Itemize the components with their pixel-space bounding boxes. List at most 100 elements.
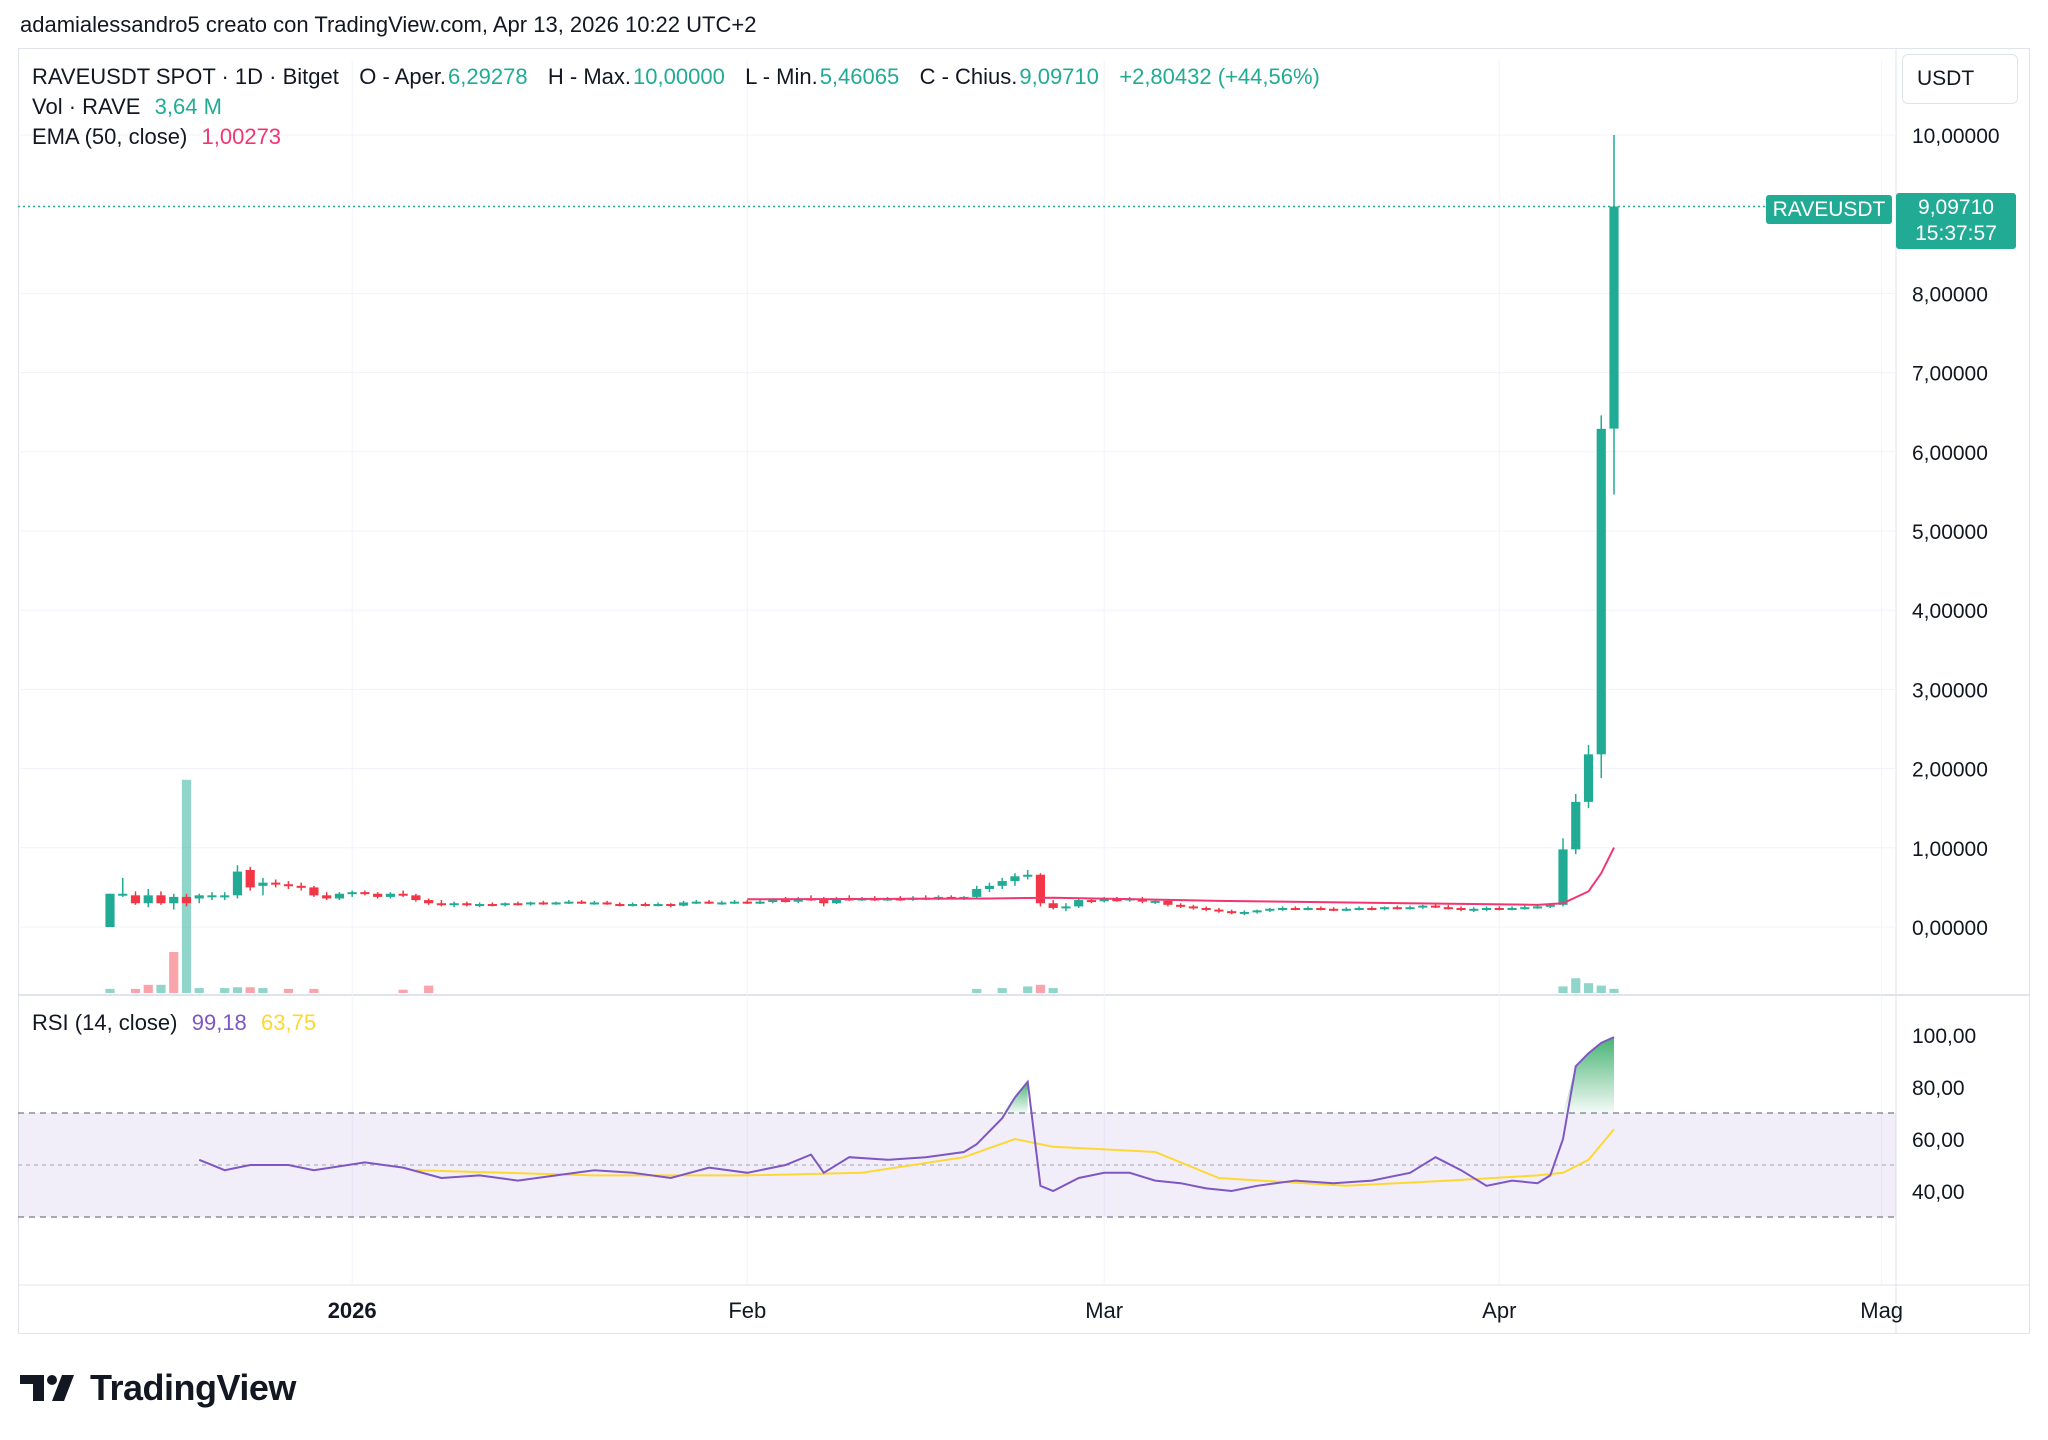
rsi-legend: RSI (14, close) 99,18 63,75	[32, 1010, 318, 1036]
candle-body	[436, 903, 446, 906]
volume-bar	[424, 985, 434, 993]
candle-body	[1609, 206, 1619, 429]
rsi-tick-label: 40,00	[1912, 1181, 1965, 1204]
candle-body	[1469, 908, 1479, 911]
volume-bar	[1023, 986, 1033, 993]
price-tick-label: 3,00000	[1912, 679, 1988, 702]
candle-body	[194, 895, 204, 899]
time-tick-label: Apr	[1482, 1298, 1516, 1323]
candle-body	[487, 904, 497, 907]
candle-body	[220, 895, 230, 898]
candle-body	[1329, 908, 1339, 911]
candle-body	[577, 901, 587, 904]
candle-body	[819, 900, 829, 904]
price-tick-label: 6,00000	[1912, 442, 1988, 465]
candle-body	[1265, 908, 1275, 911]
time-tick-label: Feb	[728, 1298, 766, 1323]
candle-body	[1163, 900, 1173, 905]
volume-bar	[309, 988, 319, 993]
volume-bar	[258, 988, 268, 993]
rsi-tick-label: 80,00	[1912, 1077, 1965, 1100]
open-label: O - Aper.	[359, 64, 447, 89]
candle-body	[678, 902, 689, 906]
ema-label[interactable]: EMA (50, close)	[32, 124, 188, 149]
symbol-label[interactable]: RAVEUSDT SPOT · 1D · Bitget	[32, 64, 339, 89]
volume-bar	[220, 988, 230, 993]
price-tick-label: 10,00000	[1912, 125, 2000, 148]
close-value: 9,09710	[1019, 64, 1099, 89]
price-tick-label: 4,00000	[1912, 600, 1988, 623]
time-tick-label: Mag	[1860, 1298, 1903, 1323]
candle-body	[831, 898, 842, 904]
candle-body	[245, 869, 255, 888]
candle-body	[1430, 905, 1441, 908]
countdown-value: 15:37:57	[1915, 222, 1997, 245]
candle-body	[1507, 907, 1517, 910]
volume-bar	[1609, 988, 1619, 993]
candle-body	[589, 902, 599, 905]
candle-body	[449, 903, 459, 906]
candle-body	[360, 892, 370, 895]
candle-body	[704, 901, 714, 904]
volume-bar	[130, 988, 141, 993]
candle-body	[1074, 900, 1084, 907]
volume-bar	[1035, 984, 1046, 993]
last-price-value: 9,09710	[1918, 196, 1994, 219]
attribution-text: adamialessandro5 creato con TradingView.…	[20, 12, 757, 37]
rsi-label[interactable]: RSI (14, close)	[32, 1010, 178, 1035]
candle-body	[334, 893, 345, 899]
time-tick-label: 2026	[328, 1298, 377, 1323]
tradingview-logo-icon	[20, 1375, 74, 1401]
volume-bar	[1583, 983, 1594, 993]
tradingview-logo[interactable]: TradingView	[20, 1367, 296, 1409]
price-tick-label: 0,00000	[1912, 917, 1988, 940]
candle-body	[398, 893, 408, 896]
candle-body	[1571, 801, 1581, 850]
volume-bar	[245, 987, 255, 993]
ema-line	[747, 847, 1615, 906]
candle-body	[972, 888, 982, 897]
candle-body	[768, 900, 778, 903]
candle-body	[640, 904, 650, 907]
volume-bar	[972, 988, 982, 993]
candle-body	[1494, 907, 1504, 910]
candle-body	[1290, 907, 1300, 910]
chart-frame	[18, 48, 2030, 1334]
volume-label[interactable]: Vol · RAVE	[32, 94, 141, 119]
volume-bar	[1596, 985, 1606, 993]
price-tick-label: 2,00000	[1912, 759, 1988, 782]
candle-body	[1010, 876, 1020, 882]
candle-body	[296, 885, 306, 888]
candle-body	[1150, 900, 1160, 903]
candle-body	[717, 902, 727, 905]
currency-selector[interactable]: USDT	[1902, 54, 2018, 104]
candle-body	[1176, 904, 1186, 907]
rsi-tick-label: 60,00	[1912, 1129, 1965, 1152]
candle-body	[1532, 906, 1543, 909]
candle-body	[258, 882, 268, 886]
volume-bar	[181, 779, 192, 993]
candle-body	[1188, 906, 1198, 909]
candle-body	[551, 902, 561, 905]
high-label: H - Max.	[547, 64, 632, 89]
high-value: 10,00000	[633, 64, 725, 89]
brand-name: TradingView	[90, 1367, 296, 1408]
ohlc-legend: RAVEUSDT SPOT · 1D · Bitget O - Aper.6,2…	[32, 64, 1322, 90]
candle-body	[143, 895, 153, 904]
candle-body	[1048, 903, 1058, 908]
candle-body	[322, 895, 332, 899]
price-tick-label: 7,00000	[1912, 363, 1988, 386]
time-tick-label: Mar	[1085, 1298, 1123, 1323]
candle-body	[513, 903, 523, 906]
candle-body	[666, 904, 676, 907]
candle-body	[755, 901, 765, 904]
candle-body	[997, 881, 1007, 886]
candle-body	[1583, 754, 1594, 802]
candle-body	[105, 893, 115, 927]
candle-body	[347, 892, 357, 895]
candle-body	[373, 893, 383, 897]
volume-bar	[232, 987, 243, 993]
candle-body	[1341, 908, 1351, 911]
volume-bar	[143, 984, 153, 993]
